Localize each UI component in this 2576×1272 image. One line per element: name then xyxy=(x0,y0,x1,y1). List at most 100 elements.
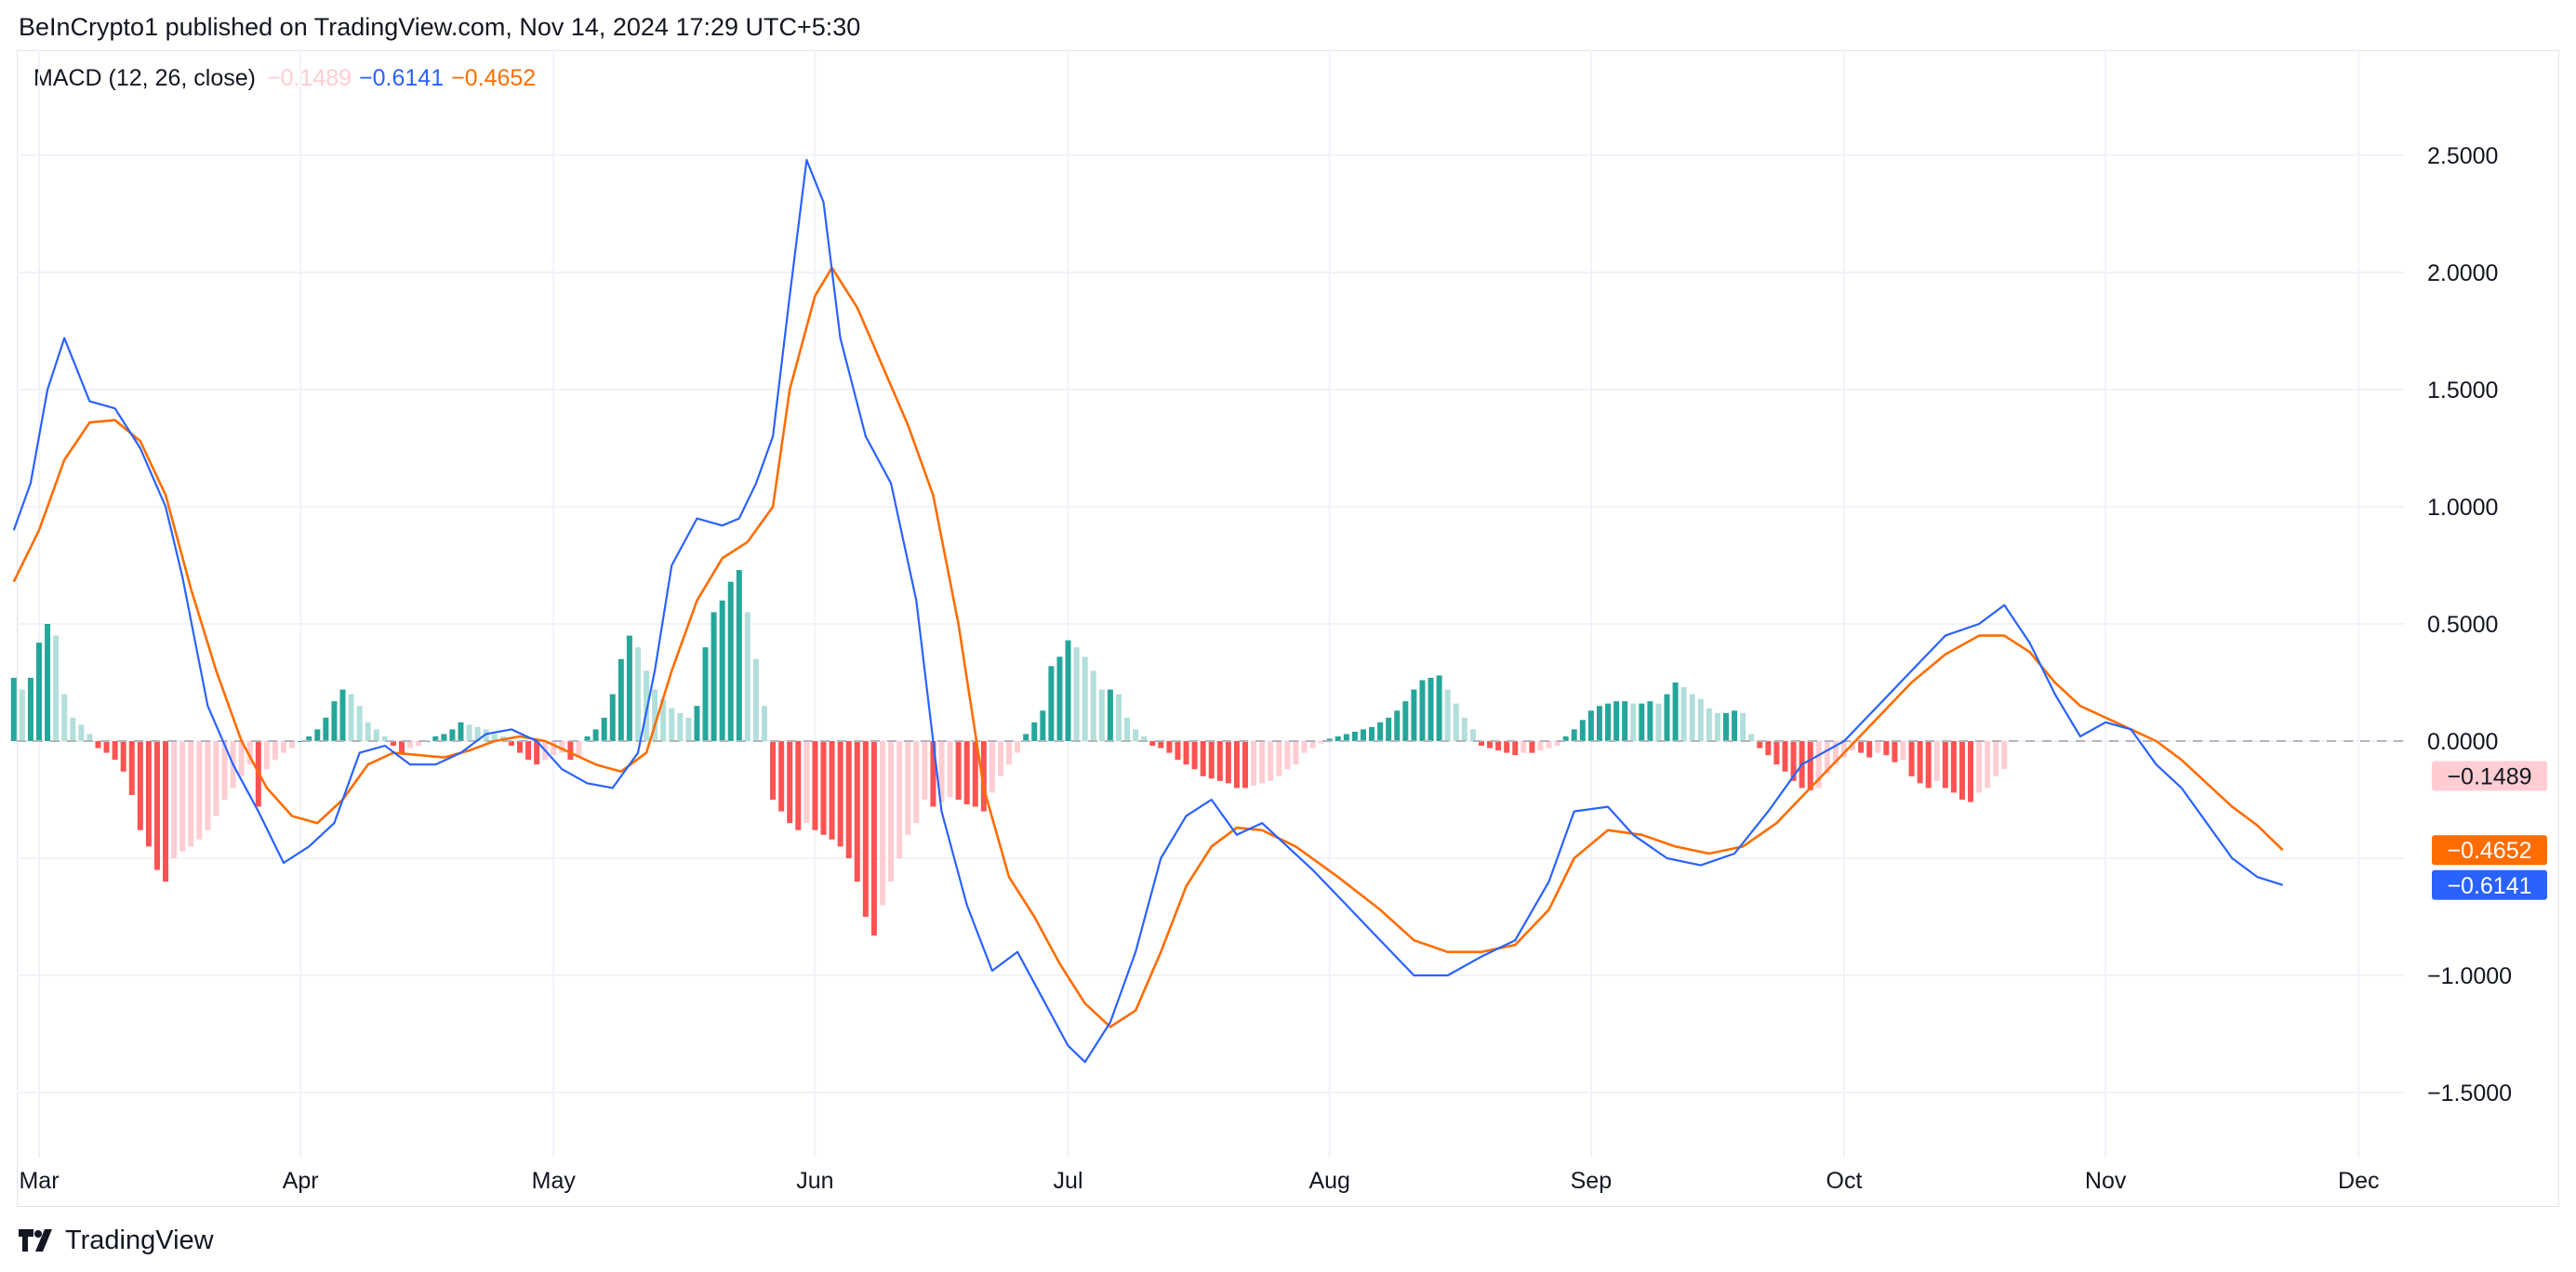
histogram-bar xyxy=(870,741,877,936)
histogram-bar xyxy=(913,741,920,824)
histogram-bar xyxy=(390,741,396,747)
histogram-bar xyxy=(644,670,650,741)
histogram-bar xyxy=(1639,703,1645,741)
histogram-bar xyxy=(584,735,591,741)
histogram-bar xyxy=(466,724,472,741)
histogram-bar xyxy=(10,677,17,741)
histogram-bar xyxy=(1023,734,1029,741)
histogram-bar xyxy=(1082,656,1088,741)
histogram-bar xyxy=(153,741,160,870)
histogram-bar xyxy=(1672,682,1679,741)
legend-signal-value: −0.4652 xyxy=(451,65,537,91)
histogram-bar xyxy=(1301,741,1308,753)
histogram-bar xyxy=(1815,741,1822,788)
histogram-bar xyxy=(1587,710,1594,741)
histogram-bar xyxy=(339,689,346,741)
histogram-bar xyxy=(474,726,481,741)
histogram-bar xyxy=(880,741,885,906)
y-tick-label: −1.5000 xyxy=(2427,1080,2512,1106)
histogram-bar xyxy=(1773,741,1780,765)
tradingview-logo[interactable]: TradingView xyxy=(19,1222,214,1259)
histogram-bar xyxy=(1520,741,1527,753)
macd-price-tag-bg xyxy=(2432,869,2547,900)
histogram-bar xyxy=(1216,741,1223,781)
histogram-bar xyxy=(1647,701,1653,741)
histogram-bar xyxy=(837,741,843,847)
histogram-price-tag: −0.1489 xyxy=(2432,761,2547,791)
histogram-bar xyxy=(365,722,371,741)
histogram-bar xyxy=(685,717,692,741)
histogram-bar xyxy=(1453,703,1459,741)
histogram-bar xyxy=(1242,741,1249,788)
histogram-bar xyxy=(592,729,599,741)
histogram-bar xyxy=(1351,731,1358,741)
histogram-bar xyxy=(1571,729,1577,741)
histogram-bar xyxy=(1495,741,1502,751)
histogram-bar xyxy=(1377,722,1384,741)
histogram-bar xyxy=(491,734,498,741)
histogram-bar xyxy=(128,741,135,795)
histogram-bar xyxy=(1959,741,1965,800)
y-axis: 2.5000 2.0000 1.5000 1.0000 0.5000 0.0000 −1.0… xyxy=(2427,143,2512,1106)
histogram-bar xyxy=(922,741,928,800)
histogram-bar xyxy=(1318,741,1324,744)
histogram-bar xyxy=(1309,741,1316,749)
histogram-bar xyxy=(2001,741,2008,770)
signal-price-tag-bg xyxy=(2432,835,2547,866)
histogram-bar xyxy=(95,741,101,749)
histogram-bar xyxy=(1908,741,1915,776)
histogram-bar xyxy=(989,741,995,793)
histogram-bar xyxy=(576,741,582,758)
histogram-bar xyxy=(1925,741,1932,788)
histogram-bar xyxy=(61,694,68,741)
histogram-bar xyxy=(306,735,312,741)
histogram-bar xyxy=(803,741,810,824)
histogram-bar xyxy=(1706,708,1712,741)
histogram-bar xyxy=(1326,738,1333,741)
histogram-bar xyxy=(669,708,675,741)
histogram-bar xyxy=(298,741,304,742)
histogram-bar xyxy=(516,741,523,753)
histogram-bar xyxy=(508,741,514,747)
histogram-bar xyxy=(820,741,827,835)
histogram-bar xyxy=(525,741,532,761)
histogram-bar xyxy=(1622,701,1628,741)
histogram-bar xyxy=(1478,741,1484,747)
x-tick-label: Apr xyxy=(283,1168,319,1194)
histogram-bar xyxy=(997,741,1003,776)
histogram-bar xyxy=(609,694,616,741)
histogram-bar xyxy=(1680,687,1687,741)
histogram-bar xyxy=(188,741,194,847)
histogram-bar xyxy=(407,741,414,749)
histogram-bar xyxy=(1334,735,1341,741)
histogram-bar xyxy=(45,624,51,741)
histogram-bar xyxy=(1343,734,1349,741)
histogram-bar xyxy=(972,741,978,807)
histogram-bar xyxy=(1546,741,1552,749)
histogram-bar xyxy=(694,706,700,741)
histogram-bar xyxy=(1115,694,1122,741)
histogram-bar xyxy=(677,712,684,741)
tradingview-logo-icon xyxy=(19,1229,52,1252)
histogram-bar xyxy=(1554,741,1560,747)
y-tick-label: 2.0000 xyxy=(2427,260,2498,286)
histogram-bar xyxy=(795,741,802,830)
histogram-bar xyxy=(1133,729,1139,741)
histogram-bar xyxy=(634,647,641,741)
histogram-bar xyxy=(1402,701,1409,741)
histogram-bar xyxy=(1191,741,1198,770)
histogram-bar xyxy=(281,741,287,753)
histogram-bar xyxy=(1917,741,1923,784)
histogram-bar xyxy=(449,729,456,741)
histogram-bar xyxy=(1875,741,1881,753)
histogram-bar xyxy=(1284,741,1291,770)
publication-header: BeInCrypto1 published on TradingView.com… xyxy=(19,13,861,41)
grid-lines xyxy=(17,50,2404,1158)
x-tick-label: Mar xyxy=(19,1168,59,1194)
histogram-bar xyxy=(1613,701,1620,741)
histogram-bar xyxy=(1098,689,1105,741)
histogram-bar xyxy=(567,741,574,761)
histogram-bar xyxy=(1807,741,1813,790)
histogram-bar xyxy=(963,741,970,805)
histogram-bar xyxy=(1006,741,1013,765)
